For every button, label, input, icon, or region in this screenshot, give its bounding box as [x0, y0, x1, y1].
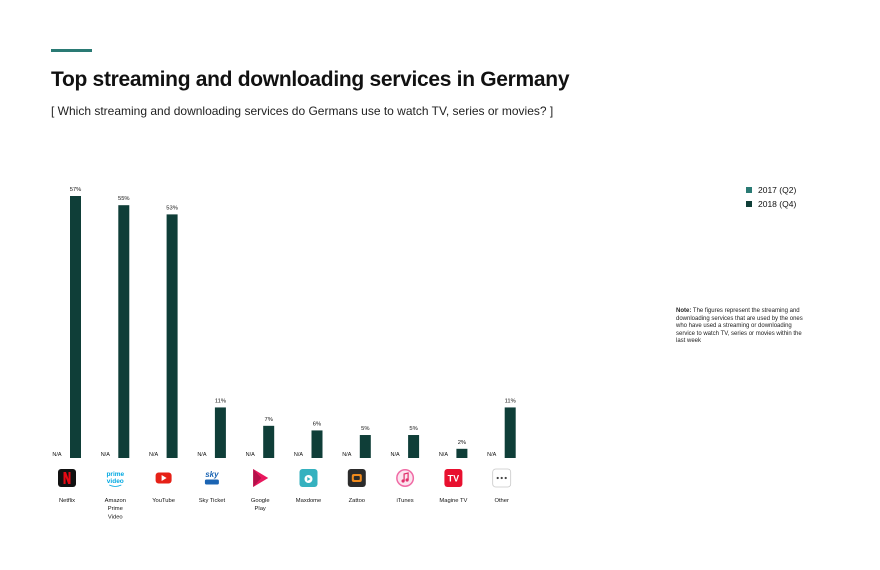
- bar-2018: [456, 448, 468, 458]
- bar-label-2018: 55%: [118, 196, 130, 202]
- category-label: Other: [494, 498, 509, 504]
- bar-label-2017: N/A: [342, 452, 352, 458]
- bar-label-2018: 11%: [215, 398, 226, 404]
- bar-label-2018: 11%: [505, 398, 516, 404]
- category-label: YouTube: [152, 498, 175, 504]
- svg-text:sky: sky: [205, 470, 219, 479]
- more-dots-icon: [492, 468, 512, 488]
- bar-2018: [118, 205, 130, 458]
- category-label: Amazon: [105, 498, 126, 504]
- note-label: Note:: [676, 308, 692, 314]
- category-label: Maxdome: [296, 498, 321, 504]
- magine-tv-logo-icon: TV: [444, 469, 463, 487]
- note-text: The figures represent the streaming and …: [676, 308, 803, 345]
- bar-2018: [359, 435, 371, 458]
- accent-bar: [51, 49, 92, 52]
- category-label: Sky Ticket: [199, 498, 226, 504]
- bar-label-2017: N/A: [294, 452, 304, 458]
- legend-item-2017: 2017 (Q2): [746, 183, 796, 197]
- bar-label-2017: N/A: [439, 452, 449, 458]
- category-label: Magine TV: [439, 498, 467, 504]
- bar-label-2017: N/A: [52, 452, 62, 458]
- bar-label-2017: N/A: [391, 452, 401, 458]
- bar-label-2018: 7%: [265, 417, 273, 423]
- bar-label-2017: N/A: [246, 452, 256, 458]
- legend-swatch-2017: [746, 187, 752, 193]
- bar-label-2018: 5%: [361, 426, 369, 432]
- chart-note: Note: The figures represent the streamin…: [676, 308, 804, 346]
- bar-2018: [311, 430, 323, 458]
- bar-label-2018: 6%: [313, 421, 321, 427]
- svg-text:TV: TV: [448, 474, 460, 484]
- bar-2018: [263, 425, 275, 458]
- category-label: Prime: [108, 506, 123, 512]
- legend-label-2018: 2018 (Q4): [758, 199, 797, 209]
- category-label: Zattoo: [349, 498, 365, 504]
- bar-2018: [166, 214, 178, 458]
- category-label: Google: [251, 498, 270, 504]
- bar-label-2018: 53%: [166, 205, 178, 211]
- category-label: Netflix: [59, 498, 75, 504]
- zattoo-logo-icon: [347, 469, 366, 487]
- maxdome-logo-icon: [299, 469, 318, 487]
- legend-label-2017: 2017 (Q2): [758, 185, 797, 195]
- page-title: Top streaming and downloading services i…: [51, 68, 570, 91]
- bar-label-2018: 5%: [409, 426, 417, 432]
- page-subtitle: [ Which streaming and downloading servic…: [51, 104, 554, 118]
- category-label: iTunes: [397, 498, 414, 504]
- chart-legend: 2017 (Q2) 2018 (Q4): [746, 183, 796, 211]
- youtube-logo-icon: [155, 472, 172, 484]
- bar-label-2018: 57%: [70, 187, 82, 193]
- itunes-logo-icon: [396, 469, 415, 487]
- legend-swatch-2018: [746, 201, 752, 207]
- bar-label-2017: N/A: [149, 452, 159, 458]
- bar-2018: [504, 407, 516, 458]
- bar-label-2017: N/A: [101, 452, 111, 458]
- category-label: Video: [108, 514, 123, 520]
- netflix-logo-icon: [58, 469, 76, 487]
- svg-text:prime: prime: [106, 471, 124, 478]
- bar-label-2018: 2%: [458, 440, 466, 446]
- category-label: Play: [255, 506, 266, 512]
- sky-ticket-logo-icon: sky: [204, 470, 219, 485]
- legend-item-2018: 2018 (Q4): [746, 197, 796, 211]
- bar-2018: [408, 435, 420, 458]
- google-play-logo-icon: [253, 469, 269, 487]
- bar-2018: [214, 407, 226, 458]
- svg-text:video: video: [107, 478, 124, 485]
- bar-label-2017: N/A: [197, 452, 207, 458]
- bar-2018: [70, 196, 81, 458]
- bar-label-2017: N/A: [487, 452, 497, 458]
